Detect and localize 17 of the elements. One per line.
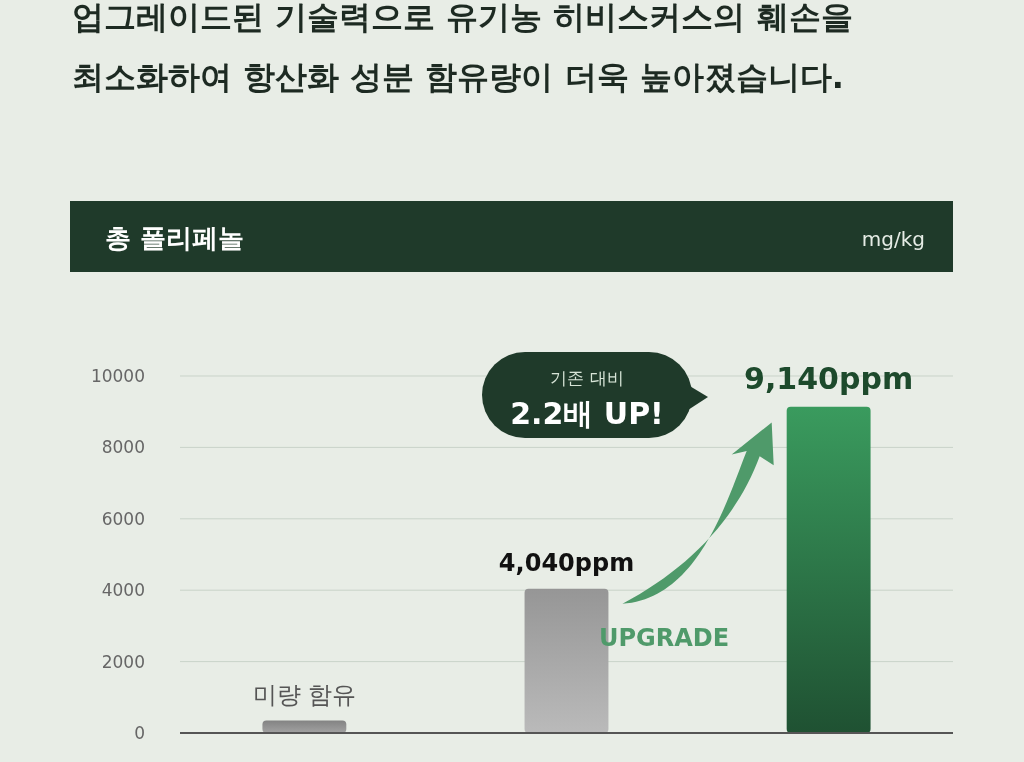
annotation: UPGRADE — [598, 624, 730, 652]
chart-title: 업그레이드된 기술력으로 유기농 히비스커스의 훼손을 — [72, 0, 853, 36]
text: mg/kg — [861, 227, 925, 251]
y-tick-label: 2000 — [101, 651, 145, 672]
chart-subtitle: 최소화하여 항산화 성분 함유량이 더욱 높아졌습니다. — [72, 58, 844, 96]
bar — [786, 406, 871, 733]
y-tick-label: 8000 — [101, 437, 145, 458]
y-tick-label: 0 — [134, 723, 145, 743]
annotation: 2.2배 UP! — [510, 396, 664, 431]
y-tick-label: 6000 — [101, 508, 145, 529]
y-tick-label: 10000 — [90, 366, 145, 386]
data-label: 미량 함유 — [252, 680, 357, 709]
annotation: 기존 대비 — [550, 368, 624, 388]
data-label: 9,140ppm — [744, 360, 914, 396]
y-tick-label: 4000 — [101, 580, 145, 601]
text: 총 폴리페놀 — [105, 223, 245, 253]
data-label: 4,040ppm — [498, 548, 635, 577]
